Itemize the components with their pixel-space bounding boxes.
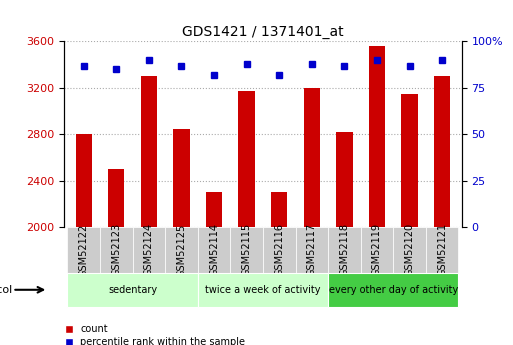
Bar bbox=[198, 273, 328, 307]
Text: GSM52125: GSM52125 bbox=[176, 223, 186, 277]
Bar bbox=[426, 227, 459, 273]
Legend: count, percentile rank within the sample: count, percentile rank within the sample bbox=[66, 324, 245, 345]
Text: GSM52121: GSM52121 bbox=[437, 223, 447, 276]
Text: GSM52122: GSM52122 bbox=[78, 223, 89, 277]
Bar bbox=[328, 273, 459, 307]
Bar bbox=[263, 227, 295, 273]
Text: protocol: protocol bbox=[0, 285, 12, 295]
Text: GSM52123: GSM52123 bbox=[111, 223, 121, 276]
Text: sedentary: sedentary bbox=[108, 285, 157, 295]
Bar bbox=[336, 132, 352, 227]
Bar bbox=[361, 227, 393, 273]
Bar bbox=[165, 227, 198, 273]
Bar bbox=[141, 76, 157, 227]
Bar bbox=[393, 227, 426, 273]
Bar bbox=[401, 94, 418, 227]
Text: GSM52118: GSM52118 bbox=[340, 224, 349, 276]
Bar bbox=[295, 227, 328, 273]
Title: GDS1421 / 1371401_at: GDS1421 / 1371401_at bbox=[182, 25, 344, 39]
Bar bbox=[132, 227, 165, 273]
Bar bbox=[198, 227, 230, 273]
Text: GSM52124: GSM52124 bbox=[144, 223, 154, 276]
Bar bbox=[75, 134, 92, 227]
Bar bbox=[100, 227, 132, 273]
Text: GSM52117: GSM52117 bbox=[307, 223, 317, 276]
Bar bbox=[67, 227, 100, 273]
Bar bbox=[206, 193, 222, 227]
Bar bbox=[67, 273, 198, 307]
Bar bbox=[304, 88, 320, 227]
Bar bbox=[230, 227, 263, 273]
Text: every other day of activity: every other day of activity bbox=[329, 285, 458, 295]
Text: GSM52120: GSM52120 bbox=[405, 223, 415, 276]
Text: GSM52115: GSM52115 bbox=[242, 223, 251, 276]
Bar bbox=[173, 129, 190, 227]
Bar bbox=[239, 91, 255, 227]
Text: GSM52114: GSM52114 bbox=[209, 224, 219, 276]
Bar bbox=[434, 76, 450, 227]
Text: twice a week of activity: twice a week of activity bbox=[205, 285, 321, 295]
Text: GSM52116: GSM52116 bbox=[274, 224, 284, 276]
Text: GSM52119: GSM52119 bbox=[372, 224, 382, 276]
Bar bbox=[108, 169, 125, 227]
Bar bbox=[271, 193, 287, 227]
Bar bbox=[369, 46, 385, 227]
Bar bbox=[328, 227, 361, 273]
